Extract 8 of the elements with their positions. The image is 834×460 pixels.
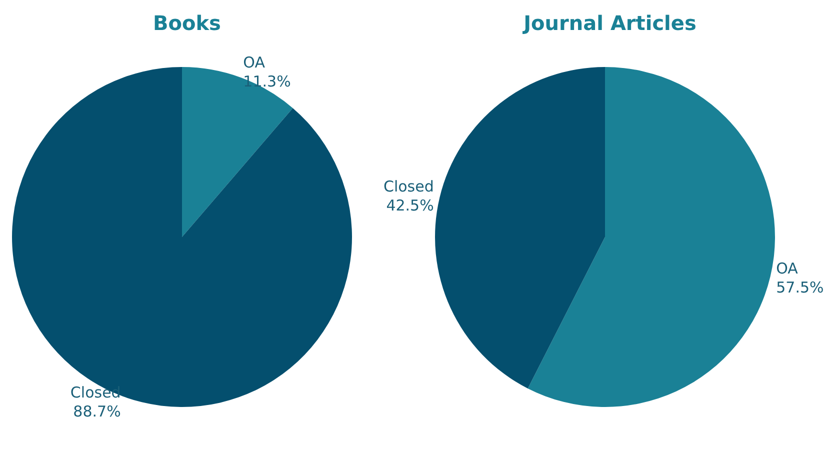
data-label: 42.5% bbox=[386, 196, 434, 214]
slice-label: OA bbox=[776, 260, 799, 278]
data-label: 88.7% bbox=[73, 402, 121, 421]
data-label: 57.5% bbox=[776, 278, 824, 297]
slice-label: OA bbox=[243, 53, 266, 72]
slice-label: Closed bbox=[383, 177, 434, 196]
chart-title: Journal Articles bbox=[522, 11, 696, 35]
chart-title: Books bbox=[153, 11, 221, 35]
